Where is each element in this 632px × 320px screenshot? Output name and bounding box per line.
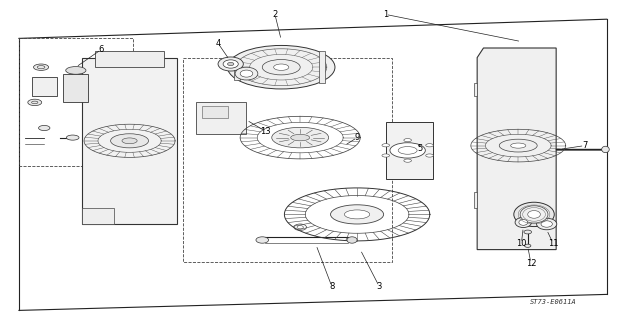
Ellipse shape (511, 143, 526, 148)
Ellipse shape (382, 154, 389, 157)
Ellipse shape (514, 202, 554, 227)
Ellipse shape (228, 45, 335, 89)
Text: 7: 7 (582, 141, 587, 150)
Ellipse shape (66, 135, 79, 140)
Ellipse shape (524, 230, 532, 234)
Text: 13: 13 (260, 127, 270, 136)
Text: 3: 3 (377, 282, 382, 291)
Ellipse shape (235, 67, 258, 80)
Ellipse shape (382, 144, 389, 147)
Polygon shape (95, 51, 164, 67)
Text: 4: 4 (216, 39, 221, 48)
Ellipse shape (272, 127, 329, 148)
Ellipse shape (347, 237, 357, 243)
Ellipse shape (66, 67, 86, 74)
Ellipse shape (426, 144, 434, 147)
Ellipse shape (223, 60, 238, 68)
Text: 2: 2 (272, 10, 277, 19)
Ellipse shape (33, 64, 49, 70)
Text: 9: 9 (355, 133, 360, 142)
Polygon shape (474, 192, 477, 208)
Ellipse shape (111, 134, 149, 148)
Polygon shape (202, 106, 228, 118)
Polygon shape (63, 74, 88, 102)
Ellipse shape (528, 211, 540, 218)
Text: 11: 11 (548, 239, 558, 248)
Ellipse shape (426, 154, 434, 157)
Ellipse shape (519, 220, 528, 225)
Ellipse shape (520, 206, 548, 223)
Polygon shape (477, 48, 556, 250)
Ellipse shape (499, 139, 537, 152)
Ellipse shape (262, 60, 300, 75)
Ellipse shape (39, 125, 50, 131)
Ellipse shape (344, 210, 370, 219)
Ellipse shape (515, 217, 532, 228)
Ellipse shape (331, 205, 384, 224)
Ellipse shape (390, 143, 425, 158)
Text: 12: 12 (526, 259, 536, 268)
Ellipse shape (228, 62, 234, 66)
Ellipse shape (240, 70, 253, 77)
Text: 6: 6 (99, 45, 104, 54)
Text: 10: 10 (516, 239, 526, 248)
Text: 1: 1 (383, 10, 388, 19)
Text: ST73-E0611A: ST73-E0611A (530, 300, 576, 305)
Ellipse shape (218, 57, 243, 71)
Polygon shape (234, 61, 240, 80)
Polygon shape (32, 77, 57, 96)
Ellipse shape (274, 64, 289, 70)
Ellipse shape (256, 237, 269, 243)
Polygon shape (319, 51, 325, 83)
Ellipse shape (291, 134, 310, 141)
Ellipse shape (541, 221, 552, 227)
Ellipse shape (404, 159, 411, 162)
Polygon shape (82, 58, 177, 224)
Ellipse shape (404, 139, 411, 142)
Ellipse shape (537, 218, 557, 230)
Polygon shape (196, 102, 246, 134)
Polygon shape (386, 122, 433, 179)
Ellipse shape (602, 146, 609, 153)
Text: 5: 5 (418, 144, 423, 153)
Ellipse shape (28, 99, 42, 106)
Polygon shape (82, 208, 114, 224)
Text: 8: 8 (329, 282, 334, 291)
Polygon shape (474, 83, 477, 96)
Ellipse shape (122, 138, 137, 144)
Ellipse shape (525, 244, 531, 247)
